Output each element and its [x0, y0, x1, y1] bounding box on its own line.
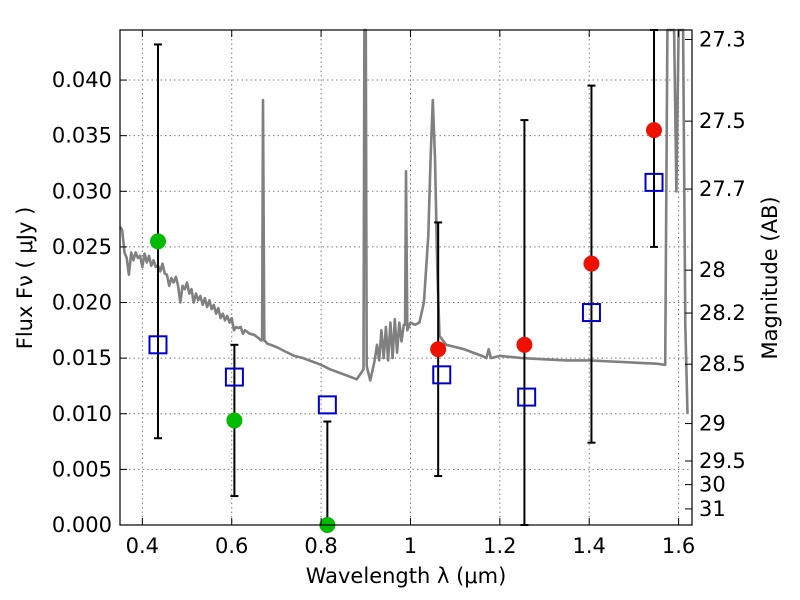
y-axis-label: Flux Fν ( μJy ) [13, 207, 37, 350]
y-tick-label: 0.015 [52, 346, 112, 370]
tick-labels: 0.4 0.6 0.8 1 1.2 1.4 1.6 0.000 0.005 0.010 0.015 0… [52, 27, 746, 558]
model-photometry-square [224, 367, 244, 387]
y-tick-label: 0.025 [52, 235, 112, 259]
right-tick-label: 27.5 [699, 109, 746, 133]
ir-observed-point [430, 341, 447, 358]
right-tick-label: 27.3 [699, 27, 746, 51]
right-tick-label: 31 [699, 497, 726, 521]
ir-observed-point [646, 122, 663, 139]
x-tick-label: 0.4 [126, 534, 159, 558]
grid [120, 30, 692, 526]
y-tick-label: 0.020 [52, 291, 112, 315]
right-tick-label: 29.5 [699, 449, 746, 473]
ir-observed-point [516, 336, 533, 353]
x-tick-label: 1.4 [573, 534, 606, 558]
markers [148, 122, 664, 533]
x-axis-label: Wavelength λ (μm) [306, 564, 507, 588]
sed-model-layer [118, 28, 689, 414]
model-photometry-square [148, 335, 168, 355]
y-tick-label: 0.040 [52, 68, 112, 92]
right-tick-label: 29 [699, 412, 726, 436]
y-tick-label: 0.010 [52, 402, 112, 426]
right-tick-label: 27.7 [699, 177, 746, 201]
right-tick-label: 28.5 [699, 352, 746, 376]
right-tick-label: 28 [699, 258, 726, 282]
x-tick-label: 1 [404, 534, 417, 558]
right-tick-label: 28.2 [699, 301, 746, 325]
y-tick-label: 0.005 [52, 457, 112, 481]
x-tick-label: 1.2 [483, 534, 516, 558]
x-tick-label: 0.6 [215, 534, 248, 558]
ticks [120, 30, 692, 526]
y-tick-label: 0.000 [52, 513, 112, 537]
hst-observed-point [149, 233, 166, 250]
y-tick-label: 0.035 [52, 124, 112, 148]
model-photometry-square [644, 172, 664, 192]
ir-observed-point [583, 255, 600, 272]
right-tick-label: 30 [699, 473, 726, 497]
x-tick-label: 1.6 [662, 534, 695, 558]
model-photometry-square [432, 365, 452, 385]
x-tick-label: 0.8 [304, 534, 337, 558]
hst-observed-point [226, 412, 243, 429]
sed-model-line [118, 28, 689, 414]
model-photometry-square [317, 395, 337, 415]
model-photometry-square [581, 303, 601, 323]
right-axis-label: Magnitude (AB) [758, 196, 782, 359]
y-tick-label: 0.030 [52, 179, 112, 203]
model-photometry-square [517, 387, 537, 407]
plot-frame [119, 29, 693, 526]
